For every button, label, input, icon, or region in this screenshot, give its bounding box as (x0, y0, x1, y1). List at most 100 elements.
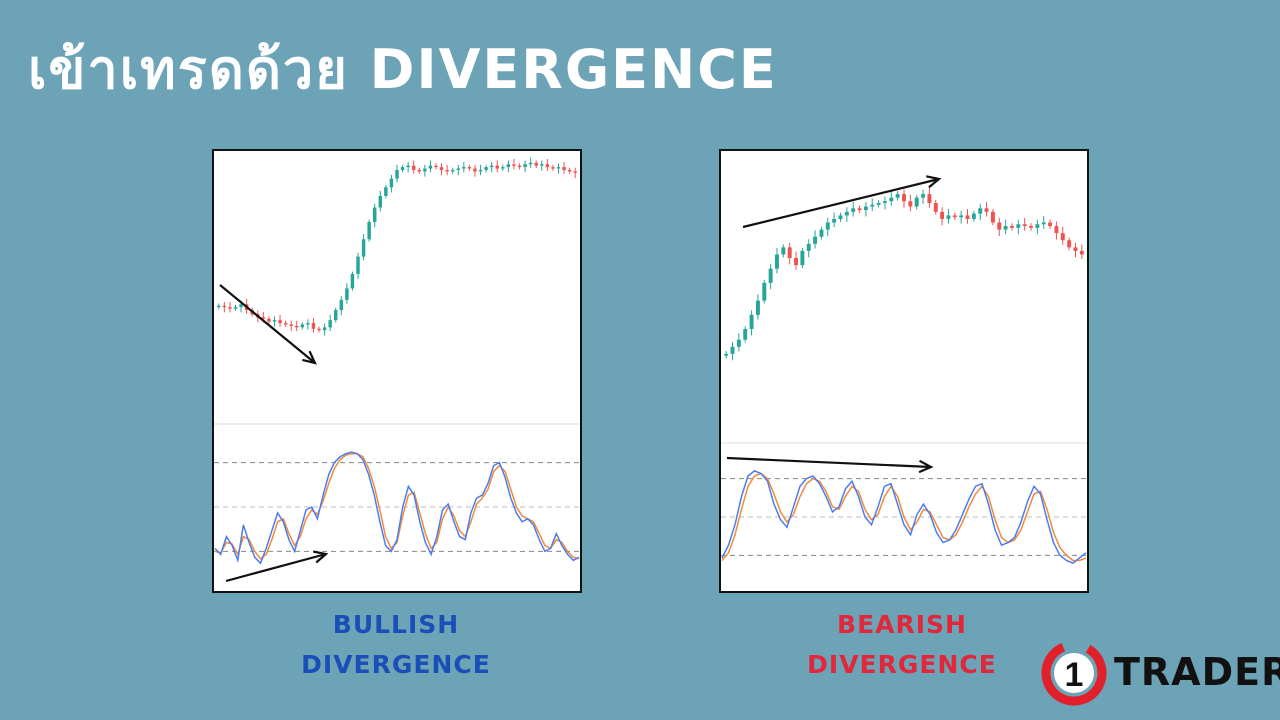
candle (882, 196, 887, 210)
candle (328, 314, 332, 332)
candle-body (1035, 224, 1040, 228)
candle-body (306, 323, 310, 325)
candle-body (755, 300, 760, 315)
candles (217, 157, 577, 336)
candle-body (395, 169, 399, 179)
candle (540, 160, 544, 171)
candle (473, 164, 477, 177)
candle-body (895, 194, 900, 198)
candle-body (328, 320, 332, 328)
candle (217, 303, 221, 310)
candle (946, 209, 951, 224)
candle (959, 210, 964, 224)
candle (921, 189, 926, 205)
candle (334, 307, 338, 323)
candle (233, 304, 238, 311)
candle (863, 201, 868, 217)
candle-body (289, 324, 293, 326)
candle (844, 207, 849, 222)
candle (724, 351, 729, 359)
candle (965, 209, 970, 224)
candle-body (423, 168, 427, 172)
candle (367, 219, 371, 242)
candle-body (908, 201, 913, 207)
candle-body (406, 165, 410, 168)
candle (997, 217, 1002, 237)
candle-body (736, 339, 741, 347)
candle (517, 163, 522, 170)
candle (501, 164, 505, 171)
candle (389, 174, 394, 193)
candle (545, 159, 550, 171)
candle-body (781, 247, 786, 255)
candle-body (356, 256, 360, 274)
bullish-chart-panel (212, 149, 582, 593)
price-divergence-arrow (219, 284, 317, 365)
candle-body (495, 165, 499, 169)
candle (372, 203, 377, 228)
candle (876, 200, 881, 208)
candle-body (940, 211, 945, 219)
candle (439, 163, 444, 176)
candle (562, 161, 566, 174)
candle-body (283, 323, 288, 325)
candle-body (1048, 222, 1053, 227)
candle (743, 326, 748, 343)
candle-body (311, 323, 316, 329)
stoch-signal-line (721, 472, 1087, 562)
candle-body (959, 215, 964, 218)
candle (322, 323, 327, 336)
candle-body (813, 236, 818, 244)
candle (971, 210, 976, 222)
candle (1060, 226, 1065, 245)
candle-body (434, 165, 438, 168)
candle-body (295, 325, 299, 328)
candle-body (378, 195, 383, 208)
candle (289, 320, 293, 332)
candle-body (1003, 226, 1008, 230)
candle-body (775, 254, 779, 269)
candle (306, 319, 310, 330)
ring-logo-icon: 1 (1041, 640, 1107, 706)
price-divergence-arrow (742, 175, 942, 229)
candle-body (1022, 224, 1027, 227)
candle (345, 283, 349, 304)
candle-body (933, 202, 938, 212)
candle-body (1016, 224, 1021, 228)
candle (311, 317, 316, 333)
candle-body (367, 221, 371, 240)
candle (762, 280, 767, 304)
candle (528, 157, 533, 168)
candle (1022, 217, 1027, 231)
candle-body (806, 243, 811, 251)
candle (1041, 216, 1046, 229)
candle (914, 194, 919, 210)
candle (228, 301, 232, 313)
candle-body (1029, 226, 1033, 228)
candle (283, 320, 288, 327)
candle-body (762, 282, 767, 301)
candle-body (863, 206, 868, 211)
candle (1048, 219, 1053, 229)
candle (506, 160, 511, 173)
candle-body (501, 167, 505, 169)
candle-body (345, 288, 349, 300)
candle (222, 301, 227, 313)
candle (857, 205, 862, 213)
candle (736, 333, 741, 352)
candle-body (267, 318, 271, 322)
bullish-caption: BULLISH DIVERGENCE (260, 605, 532, 685)
candle-body (389, 178, 394, 188)
candle-body (844, 211, 849, 216)
logo-text: TRADER (1114, 650, 1280, 694)
candle-body (1009, 226, 1014, 228)
candle-body (573, 171, 577, 173)
candle-body (322, 327, 327, 331)
candle (755, 294, 760, 320)
candle (908, 194, 913, 212)
candle (267, 316, 271, 324)
bearish-caption-line2: DIVERGENCE (807, 650, 997, 679)
candle (300, 322, 305, 330)
candle-body (540, 164, 544, 166)
candle (825, 217, 830, 237)
